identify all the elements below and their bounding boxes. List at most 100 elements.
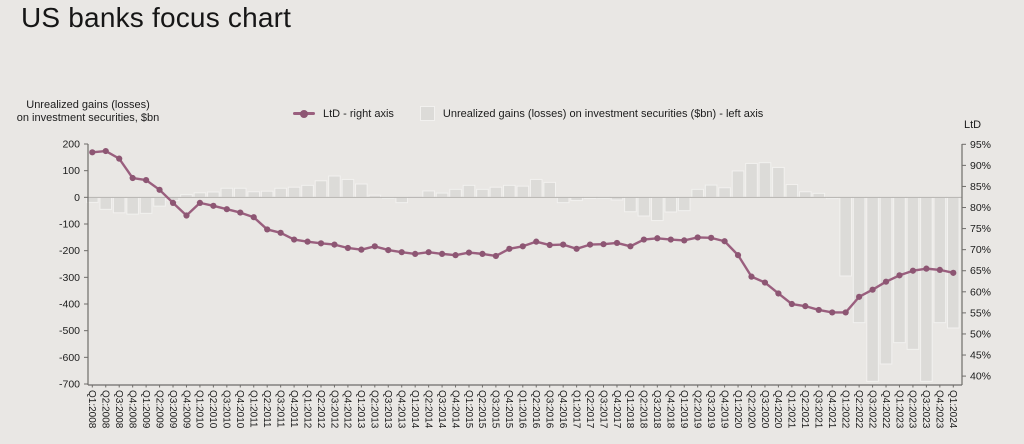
x-tick-Q2:2014: Q2:2014 xyxy=(422,390,433,429)
bar-Q1:2024 xyxy=(946,196,960,329)
x-tick-Q1:2012: Q1:2012 xyxy=(301,390,312,429)
ltd-point-Q2:2012 xyxy=(317,240,325,247)
x-tick-Q1:2013: Q1:2013 xyxy=(355,390,366,429)
ltd-point-Q4:2014 xyxy=(452,252,459,259)
bar-Q2:2015 xyxy=(476,188,489,198)
ltd-point-Q1:2010 xyxy=(196,199,204,206)
ltd-point-Q4:2022 xyxy=(882,278,890,285)
left-tick--100: -100 xyxy=(59,219,80,231)
x-tick-Q3:2020: Q3:2020 xyxy=(759,390,770,429)
ltd-point-Q2:2008 xyxy=(102,147,109,155)
legend-label-ltd: LtD - right axis xyxy=(323,107,394,120)
bar-Q2:2008 xyxy=(99,196,113,210)
page-title: US banks focus chart xyxy=(21,2,292,33)
ltd-point-Q4:2020 xyxy=(775,290,782,297)
x-tick-Q3:2013: Q3:2013 xyxy=(382,390,393,429)
x-tick-Q4:2012: Q4:2012 xyxy=(342,390,353,429)
ltd-point-Q4:2013 xyxy=(398,249,405,256)
bar-Q3:2015 xyxy=(489,186,503,198)
bar-Q4:2012 xyxy=(341,178,355,198)
bar-Q4:2015 xyxy=(503,184,516,198)
ltd-point-Q1:2008 xyxy=(89,149,96,156)
x-tick-Q3:2010: Q3:2010 xyxy=(221,390,232,429)
x-tick-Q2:2023: Q2:2023 xyxy=(907,390,918,429)
x-tick-Q1:2008: Q1:2008 xyxy=(86,390,97,429)
ltd-point-Q1:2016 xyxy=(519,243,526,250)
ltd-point-Q3:2019 xyxy=(708,234,715,241)
left-tick--200: -200 xyxy=(59,245,80,257)
right-tick-75: 75% xyxy=(970,223,991,235)
ltd-point-Q3:2011 xyxy=(277,229,284,236)
x-tick-Q1:2024: Q1:2024 xyxy=(947,390,958,429)
x-tick-Q2:2022: Q2:2022 xyxy=(853,390,864,429)
bar-Q2:2016 xyxy=(529,178,543,198)
bar-Q2:2011 xyxy=(260,190,274,198)
bar-Q4:2019 xyxy=(718,187,731,198)
bar-Q3:2008 xyxy=(112,196,126,214)
x-tick-Q2:2020: Q2:2020 xyxy=(745,390,756,429)
x-tick-Q1:2009: Q1:2009 xyxy=(140,390,151,429)
ltd-point-Q2:2011 xyxy=(264,226,271,233)
ltd-point-Q3:2016 xyxy=(546,241,553,249)
x-tick-Q3:2017: Q3:2017 xyxy=(597,390,608,429)
ltd-point-Q1:2022 xyxy=(842,309,849,316)
x-tick-Q4:2013: Q4:2013 xyxy=(396,390,407,429)
x-tick-Q3:2023: Q3:2023 xyxy=(920,390,931,429)
line-series-marker-icon xyxy=(293,109,315,118)
ltd-point-Q2:2021 xyxy=(802,303,809,310)
bar-Q4:2014 xyxy=(449,188,462,198)
x-tick-Q4:2015: Q4:2015 xyxy=(503,390,514,429)
bar-Q1:2020 xyxy=(731,170,745,198)
right-tick-60: 60% xyxy=(970,286,991,298)
x-tick-Q3:2009: Q3:2009 xyxy=(167,390,178,429)
left-axis-title: Unrealized gains (losses) on investment … xyxy=(12,99,164,125)
bar-series-swatch-icon xyxy=(419,106,435,121)
x-tick-Q1:2010: Q1:2010 xyxy=(194,390,205,429)
x-tick-Q2:2013: Q2:2013 xyxy=(369,390,380,429)
ltd-point-Q1:2012 xyxy=(304,238,311,245)
bar-Q3:2012 xyxy=(328,175,341,198)
legend-label-unrealized: Unrealized gains (losses) on investment … xyxy=(442,107,764,120)
x-tick-Q2:2015: Q2:2015 xyxy=(476,390,487,429)
left-axis-title-line2: on investment securities, $bn xyxy=(16,112,160,124)
x-tick-Q4:2018: Q4:2018 xyxy=(665,390,676,429)
x-tick-Q1:2020: Q1:2020 xyxy=(732,390,743,429)
ltd-point-Q4:2011 xyxy=(290,236,298,243)
ltd-point-Q4:2010 xyxy=(237,209,244,216)
bar-Q3:2016 xyxy=(543,181,557,198)
right-tick-85: 85% xyxy=(970,181,991,193)
bar-Q3:2011 xyxy=(274,187,287,198)
ltd-point-Q2:2020 xyxy=(748,273,755,280)
ltd-point-Q3:2014 xyxy=(438,250,446,257)
bar-Q2:2009 xyxy=(153,196,166,207)
left-tick-100: 100 xyxy=(62,165,80,177)
ltd-point-Q2:2016 xyxy=(533,238,540,245)
ltd-point-Q4:2018 xyxy=(667,236,674,243)
left-tick--700: -700 xyxy=(59,379,80,391)
ltd-point-Q1:2013 xyxy=(358,246,365,253)
x-tick-Q3:2008: Q3:2008 xyxy=(113,390,124,429)
ltd-point-Q3:2010 xyxy=(223,206,230,213)
x-tick-Q1:2016: Q1:2016 xyxy=(517,390,528,429)
bar-Q4:2020 xyxy=(772,166,785,198)
ltd-point-Q3:2023 xyxy=(923,265,930,272)
x-tick-Q3:2012: Q3:2012 xyxy=(328,390,339,429)
ltd-point-Q1:2011 xyxy=(250,214,257,221)
x-tick-Q3:2022: Q3:2022 xyxy=(866,390,877,429)
bar-Q1:2018 xyxy=(624,196,637,213)
bar-Q1:2023 xyxy=(893,196,906,344)
ltd-point-Q3:2013 xyxy=(385,246,392,254)
bar-Q2:2014 xyxy=(422,190,435,198)
x-tick-Q3:2011: Q3:2011 xyxy=(274,390,285,428)
ltd-point-Q1:2014 xyxy=(412,250,419,257)
ltd-point-Q2:2022 xyxy=(856,293,863,300)
x-tick-Q2:2019: Q2:2019 xyxy=(691,390,702,429)
x-tick-Q1:2017: Q1:2017 xyxy=(570,390,581,429)
bar-Q1:2009 xyxy=(139,196,153,214)
x-tick-Q4:2010: Q4:2010 xyxy=(234,390,245,429)
right-axis-title: LtD xyxy=(964,119,982,131)
x-tick-Q3:2015: Q3:2015 xyxy=(490,390,501,429)
x-tick-Q4:2021: Q4:2021 xyxy=(826,390,837,429)
legend-item-ltd: LtD - right axis xyxy=(293,108,394,120)
ltd-point-Q2:2009 xyxy=(156,186,163,193)
